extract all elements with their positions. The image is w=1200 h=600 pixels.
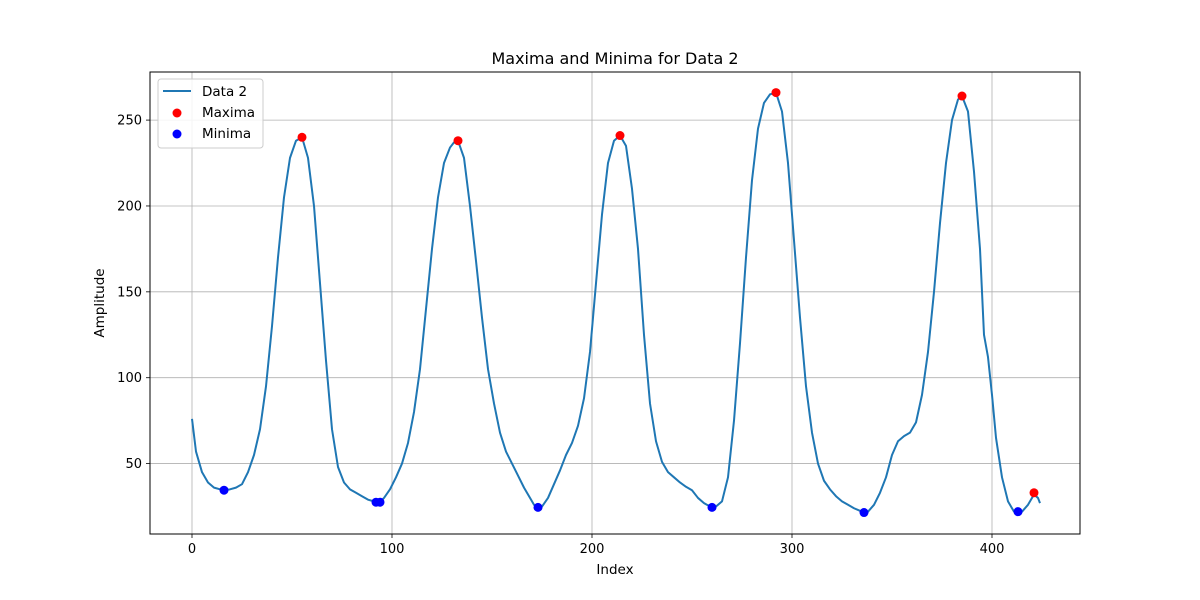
maxima-point [453, 136, 463, 146]
y-axis-title: Amplitude [92, 268, 108, 337]
maxima-point [615, 131, 625, 141]
y-tick-label: 50 [125, 457, 142, 472]
legend-box [157, 78, 264, 149]
legend-label: Data 2 [202, 84, 247, 100]
x-tick-label: 300 [780, 542, 805, 557]
y-tick-label: 100 [117, 371, 142, 386]
chart-title: Maxima and Minima for Data 2 [491, 49, 738, 68]
maxima-point [1029, 488, 1039, 498]
legend: Data 2 Maxima Minima [157, 78, 264, 149]
y-tick-label: 200 [117, 199, 142, 214]
minima-point [219, 485, 229, 495]
x-tick-label: 0 [188, 542, 196, 557]
minima-point [533, 502, 543, 512]
legend-label: Minima [202, 126, 251, 142]
maxima-point [297, 132, 307, 142]
maxima-point [771, 88, 781, 98]
plot-area-frame [149, 71, 1081, 535]
x-axis-title: Index [596, 562, 633, 578]
minima-point [707, 502, 717, 512]
minima-point [1013, 507, 1023, 517]
y-tick-label: 150 [117, 285, 142, 300]
legend-label: Maxima [202, 105, 255, 121]
legend-swatch-marker [172, 108, 182, 118]
y-tick-label: 250 [117, 114, 142, 129]
maxima-point [957, 91, 967, 101]
x-tick-label: 100 [380, 542, 405, 557]
x-tick-label: 200 [580, 542, 605, 557]
series-layer [191, 88, 1041, 518]
minima-point [859, 508, 869, 518]
x-tick-label: 400 [980, 542, 1005, 557]
minima-point [375, 497, 385, 507]
legend-swatch-marker [172, 129, 182, 139]
axis-ticks: 0 100 200 300 400 50 100 150 200 250 [117, 114, 1004, 557]
